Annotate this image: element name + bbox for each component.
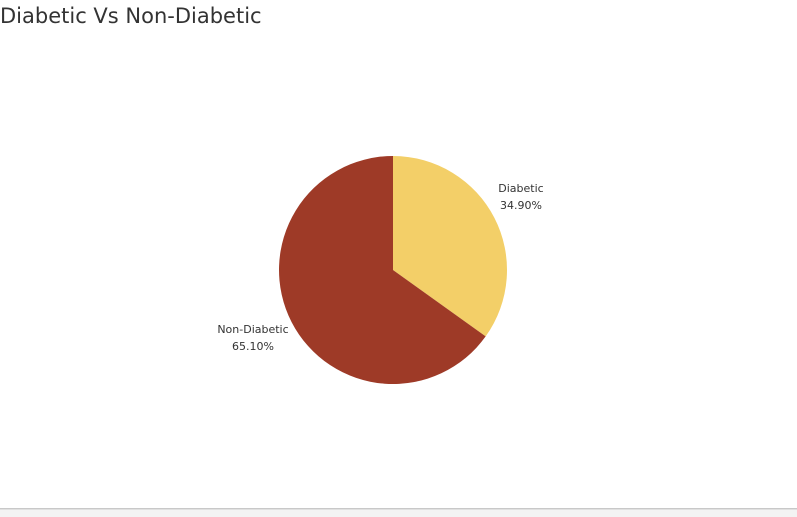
pie-labels: Diabetic 34.90% Non-Diabetic 65.10% bbox=[217, 182, 543, 353]
pie-slices bbox=[279, 156, 508, 385]
slice-label-percent: 34.90% bbox=[500, 199, 542, 212]
slice-label-percent: 65.10% bbox=[232, 340, 274, 353]
bottom-scrollbar-strip bbox=[0, 509, 797, 517]
chart-title: Diabetic Vs Non-Diabetic bbox=[0, 4, 262, 28]
pie-slice-diabetic[interactable] bbox=[393, 156, 508, 337]
pie-slice-non-diabetic[interactable] bbox=[279, 156, 486, 385]
slice-label-name: Non-Diabetic bbox=[217, 323, 288, 336]
bottom-divider bbox=[0, 508, 797, 509]
slice-label-name: Diabetic bbox=[498, 182, 543, 195]
